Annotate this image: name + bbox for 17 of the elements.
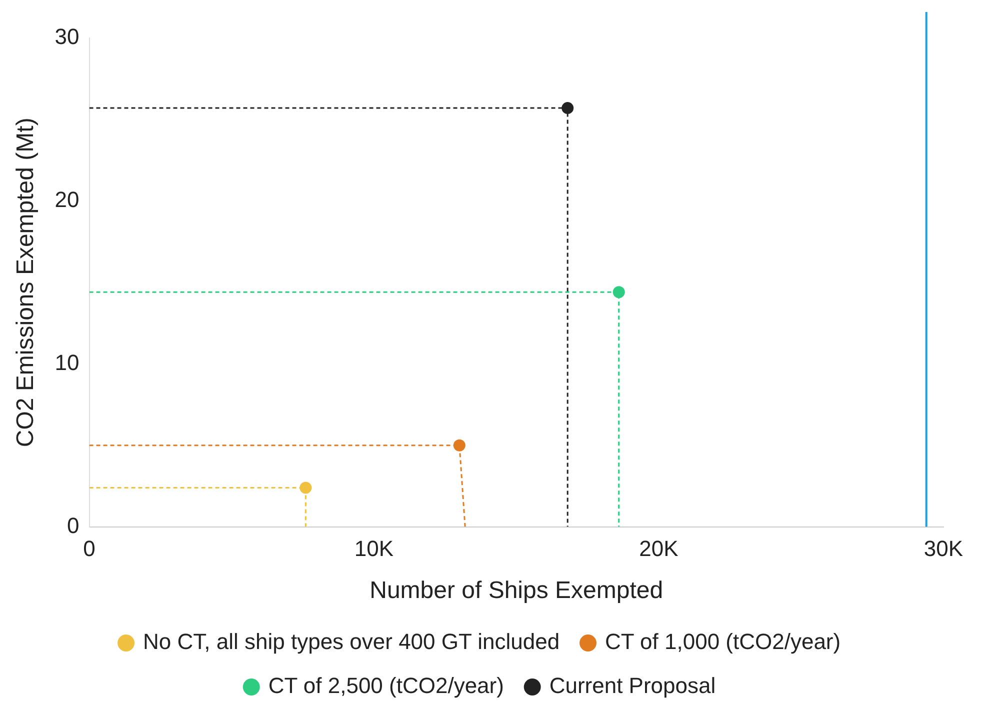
x-tick-label: 10K	[354, 536, 394, 562]
y-tick-label: 30	[54, 24, 80, 50]
legend-label: Current Proposal	[549, 673, 716, 698]
y-tick-label: 10	[54, 350, 80, 375]
legend-label: CT of 1,000 (tCO2/year)	[605, 629, 841, 654]
legend-label: CT of 2,500 (tCO2/year)	[268, 673, 504, 698]
x-tick-label: 30K	[924, 536, 964, 562]
legend-label: No CT, all ship types over 400 GT included	[143, 629, 560, 654]
y-axis-title: CO2 Emissions Exempted (Mt)	[12, 118, 40, 448]
point	[562, 102, 574, 114]
point	[300, 482, 312, 494]
x-tick-label: 20K	[639, 536, 679, 562]
point	[612, 286, 625, 298]
y-tick-label: 0	[67, 512, 80, 538]
x-axis-title: Number of Ships Exempted	[370, 577, 664, 604]
x-tick-label: 0	[83, 536, 96, 562]
y-tick-label: 20	[54, 186, 80, 212]
